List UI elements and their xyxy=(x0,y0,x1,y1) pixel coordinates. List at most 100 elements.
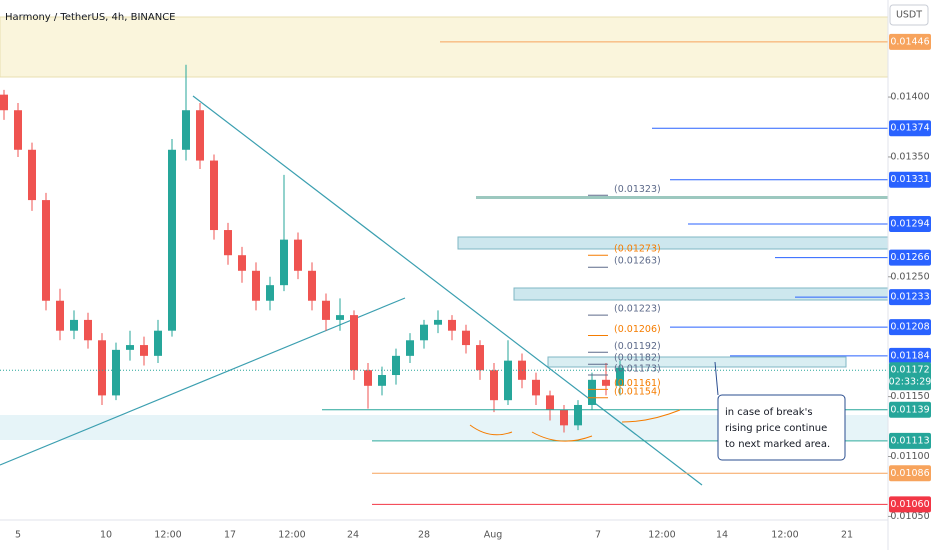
y-tick-label: 0.01050 xyxy=(890,511,929,522)
x-tick-label: 10 xyxy=(100,530,112,541)
candle-body xyxy=(154,330,162,356)
y-tick-label: 0.01150 xyxy=(890,391,929,402)
level-label: 0.01331 xyxy=(890,174,929,185)
level-tag xyxy=(889,432,931,449)
candle-body xyxy=(602,379,610,386)
candle-body xyxy=(532,379,540,396)
candle-body xyxy=(140,345,148,356)
candle-body xyxy=(196,110,204,161)
price-note: (0.01223) xyxy=(614,304,661,315)
level-label: 0.01446 xyxy=(890,36,929,47)
x-tick-label: 5 xyxy=(15,530,21,541)
supply-zone xyxy=(0,16,889,78)
marked-zone xyxy=(547,356,847,368)
candle-body xyxy=(0,94,8,111)
level-tag xyxy=(889,216,931,233)
y-tick-label: 0.01100 xyxy=(890,451,929,462)
candle-body xyxy=(350,315,358,371)
candle-body xyxy=(378,375,386,386)
arrow-curve xyxy=(621,409,681,423)
candle-body xyxy=(448,319,456,331)
candle-body xyxy=(336,315,344,320)
candle-body xyxy=(504,360,512,401)
candle-body xyxy=(70,319,78,331)
level-label: 0.01233 xyxy=(890,292,929,303)
currency-button[interactable] xyxy=(889,4,929,26)
y-tick-label: 0.01350 xyxy=(890,151,929,162)
candle-body xyxy=(182,110,190,150)
x-tick-label: 12:00 xyxy=(278,530,305,541)
x-tick-label: 12:00 xyxy=(154,530,181,541)
price-note: (0.01263) xyxy=(614,256,661,267)
candle-body xyxy=(84,319,92,341)
candle-body xyxy=(490,370,498,401)
marked-zone xyxy=(513,287,889,301)
candle-body xyxy=(126,345,134,350)
level-tag xyxy=(889,319,931,336)
candle-body xyxy=(364,370,372,386)
x-tick-label: 7 xyxy=(595,530,601,541)
candle-body xyxy=(406,340,414,356)
level-tag xyxy=(889,289,931,306)
trend-line xyxy=(192,95,703,486)
current-price-label: 0.01172 xyxy=(890,365,929,376)
level-tag xyxy=(889,496,931,513)
level-tag xyxy=(889,120,931,137)
candle-body xyxy=(168,149,176,331)
y-tick-label: 0.01250 xyxy=(890,271,929,282)
arrow-curve xyxy=(469,424,513,436)
level-label: 0.01184 xyxy=(890,350,929,361)
candle-body xyxy=(56,300,64,331)
level-tag xyxy=(889,249,931,266)
chart-title: Harmony / TetherUS, 4h, BINANCE xyxy=(5,12,176,23)
currency-label[interactable]: USDT xyxy=(896,10,922,21)
callout-text: in case of break's xyxy=(725,407,813,418)
price-note: (0.01182) xyxy=(614,353,661,364)
level-label: 0.01060 xyxy=(890,499,929,510)
x-tick-label: 28 xyxy=(418,530,430,541)
candle-body xyxy=(476,345,484,371)
current-price-tag xyxy=(889,362,931,391)
arrow-curve xyxy=(531,431,593,442)
price-note: (0.01161) xyxy=(614,378,661,389)
candle-body xyxy=(392,355,400,376)
trend-line xyxy=(0,297,406,466)
candle-body xyxy=(308,270,316,301)
candle-body xyxy=(574,404,582,426)
candle-body xyxy=(294,239,302,271)
level-tag xyxy=(889,33,931,50)
candle-body xyxy=(28,149,36,201)
candle-body xyxy=(238,255,246,271)
x-tick-label: 21 xyxy=(841,530,853,541)
candle-body xyxy=(98,340,106,396)
candle-body xyxy=(420,324,428,341)
candle-body xyxy=(112,349,120,396)
candle-body xyxy=(434,319,442,325)
callout-pointer xyxy=(714,361,719,396)
level-label: 0.01086 xyxy=(890,468,929,479)
level-label: 0.01374 xyxy=(890,123,929,134)
candle-body xyxy=(42,200,50,301)
candle-body xyxy=(322,300,330,320)
x-tick-label: 17 xyxy=(224,530,236,541)
candle-body xyxy=(210,160,218,231)
x-tick-label: Aug xyxy=(484,530,503,541)
candle-body xyxy=(280,239,288,286)
plot xyxy=(0,41,888,505)
candle-body xyxy=(462,330,470,346)
level-tag xyxy=(889,401,931,418)
level-label: 0.01208 xyxy=(890,322,929,333)
callout-text: rising price continue xyxy=(725,423,827,434)
level-label: 0.01139 xyxy=(890,404,929,415)
candle-body xyxy=(252,270,260,301)
countdown-label: 02:33:29 xyxy=(889,377,932,388)
candle-body xyxy=(560,409,568,426)
level-label: 0.01113 xyxy=(890,435,929,446)
marked-zone xyxy=(457,236,889,250)
level-tag xyxy=(889,347,931,364)
x-tick-label: 24 xyxy=(347,530,359,541)
price-note: (0.01206) xyxy=(614,324,661,335)
level-label: 0.01294 xyxy=(890,219,929,230)
candle-body xyxy=(616,367,624,386)
